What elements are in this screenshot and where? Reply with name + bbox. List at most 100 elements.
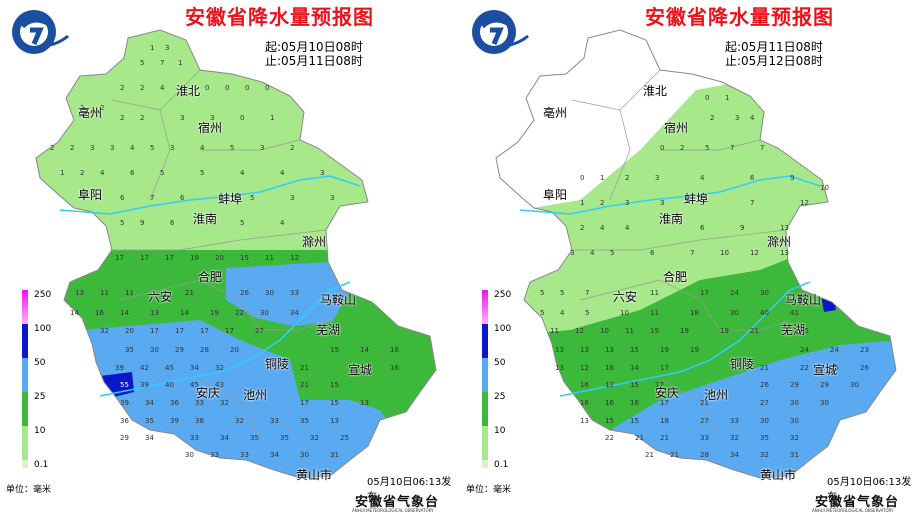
svg-text:27: 27 bbox=[760, 399, 769, 407]
org-name: 安徽省气象台 bbox=[355, 495, 440, 510]
svg-text:17: 17 bbox=[140, 254, 149, 262]
svg-text:2: 2 bbox=[100, 104, 104, 112]
svg-text:13: 13 bbox=[150, 309, 159, 317]
svg-text:13: 13 bbox=[360, 399, 369, 407]
svg-text:30: 30 bbox=[820, 399, 829, 407]
svg-text:2: 2 bbox=[120, 114, 124, 122]
svg-text:1: 1 bbox=[150, 44, 154, 52]
svg-text:30: 30 bbox=[760, 417, 769, 425]
svg-text:5: 5 bbox=[705, 144, 709, 152]
svg-text:29: 29 bbox=[790, 381, 799, 389]
legend-seg-01 bbox=[482, 460, 488, 468]
svg-text:31: 31 bbox=[790, 451, 799, 459]
svg-text:32: 32 bbox=[760, 451, 769, 459]
city-label: 安庆 bbox=[655, 386, 680, 400]
svg-text:2: 2 bbox=[580, 224, 584, 232]
svg-text:6: 6 bbox=[650, 249, 655, 257]
legend-seg-10 bbox=[482, 426, 488, 460]
legend-value: 25 bbox=[34, 392, 46, 402]
svg-text:3: 3 bbox=[655, 174, 659, 182]
svg-text:12: 12 bbox=[580, 364, 589, 372]
svg-text:1: 1 bbox=[80, 104, 84, 112]
svg-text:55: 55 bbox=[120, 381, 129, 389]
legend-value: 10 bbox=[494, 426, 506, 436]
rain-zone-heavy-north bbox=[226, 262, 350, 326]
svg-text:17: 17 bbox=[200, 327, 209, 335]
svg-text:4: 4 bbox=[590, 249, 595, 257]
city-label: 亳州 bbox=[78, 106, 103, 120]
svg-text:21: 21 bbox=[660, 434, 669, 442]
svg-text:12: 12 bbox=[800, 199, 809, 207]
svg-text:7: 7 bbox=[730, 144, 734, 152]
svg-text:12: 12 bbox=[290, 254, 299, 262]
city-label: 芜湖 bbox=[316, 323, 341, 337]
svg-text:14: 14 bbox=[120, 309, 129, 317]
svg-text:4: 4 bbox=[100, 169, 105, 177]
legend-seg-100 bbox=[482, 324, 488, 358]
city-label: 宣城 bbox=[813, 363, 838, 377]
svg-text:2: 2 bbox=[140, 84, 144, 92]
svg-text:20: 20 bbox=[215, 254, 224, 262]
svg-text:6: 6 bbox=[130, 169, 135, 177]
svg-text:17: 17 bbox=[655, 381, 664, 389]
city-label: 阜阳 bbox=[78, 188, 103, 202]
city-label: 阜阳 bbox=[543, 188, 568, 202]
svg-text:3: 3 bbox=[320, 169, 324, 177]
legend-value: 100 bbox=[34, 324, 52, 334]
legend-value: 0.1 bbox=[34, 460, 49, 470]
city-label: 黄山市 bbox=[296, 468, 333, 482]
svg-text:17: 17 bbox=[115, 254, 124, 262]
svg-text:34: 34 bbox=[190, 364, 199, 372]
legend-seg-10 bbox=[22, 426, 28, 460]
svg-text:4: 4 bbox=[160, 84, 165, 92]
svg-text:3: 3 bbox=[110, 144, 114, 152]
svg-text:12: 12 bbox=[750, 249, 759, 257]
svg-text:0: 0 bbox=[265, 84, 269, 92]
legend-value: 250 bbox=[34, 290, 52, 300]
svg-text:23: 23 bbox=[860, 346, 869, 354]
svg-text:14: 14 bbox=[70, 309, 79, 317]
svg-text:11: 11 bbox=[650, 289, 659, 297]
legend-seg-50 bbox=[22, 358, 28, 392]
svg-text:4: 4 bbox=[700, 174, 705, 182]
svg-text:17: 17 bbox=[165, 254, 174, 262]
org-name: 安徽省气象台 bbox=[815, 495, 900, 510]
svg-text:9: 9 bbox=[140, 219, 144, 227]
svg-text:20: 20 bbox=[230, 346, 239, 354]
svg-text:21: 21 bbox=[300, 381, 309, 389]
svg-text:45: 45 bbox=[165, 364, 174, 372]
issue-time: 05月10日06:13发布 bbox=[827, 477, 912, 503]
svg-text:16: 16 bbox=[580, 399, 589, 407]
svg-text:9: 9 bbox=[790, 174, 794, 182]
svg-text:24: 24 bbox=[730, 289, 739, 297]
svg-text:16: 16 bbox=[605, 399, 614, 407]
forecast-panel-day1: 安徽省降水量预报图 起:05月10日08时 止:05月11日08时 bbox=[0, 0, 459, 518]
svg-text:33: 33 bbox=[270, 417, 279, 425]
legend-value: 50 bbox=[494, 358, 506, 368]
svg-text:16: 16 bbox=[390, 364, 399, 372]
svg-text:9: 9 bbox=[740, 224, 744, 232]
svg-text:25: 25 bbox=[800, 327, 809, 335]
svg-text:32: 32 bbox=[310, 434, 319, 442]
svg-text:3: 3 bbox=[625, 199, 629, 207]
city-label: 亳州 bbox=[543, 106, 568, 120]
svg-text:0: 0 bbox=[660, 144, 664, 152]
legend-value: 10 bbox=[34, 426, 46, 436]
svg-text:26: 26 bbox=[860, 364, 869, 372]
svg-text:16: 16 bbox=[95, 309, 104, 317]
city-label: 宿州 bbox=[198, 121, 223, 135]
svg-text:5: 5 bbox=[540, 309, 544, 317]
svg-text:3: 3 bbox=[260, 144, 264, 152]
svg-text:1: 1 bbox=[725, 94, 729, 102]
svg-text:35: 35 bbox=[250, 434, 259, 442]
city-label: 滁州 bbox=[767, 235, 792, 249]
legend-value: 250 bbox=[494, 290, 512, 300]
svg-text:17: 17 bbox=[660, 399, 669, 407]
svg-text:30: 30 bbox=[260, 309, 269, 317]
svg-text:5: 5 bbox=[540, 289, 544, 297]
org-name-en: ANHUI METEOROLOGICAL OBSERVATORY bbox=[352, 508, 434, 513]
svg-text:4: 4 bbox=[280, 219, 285, 227]
